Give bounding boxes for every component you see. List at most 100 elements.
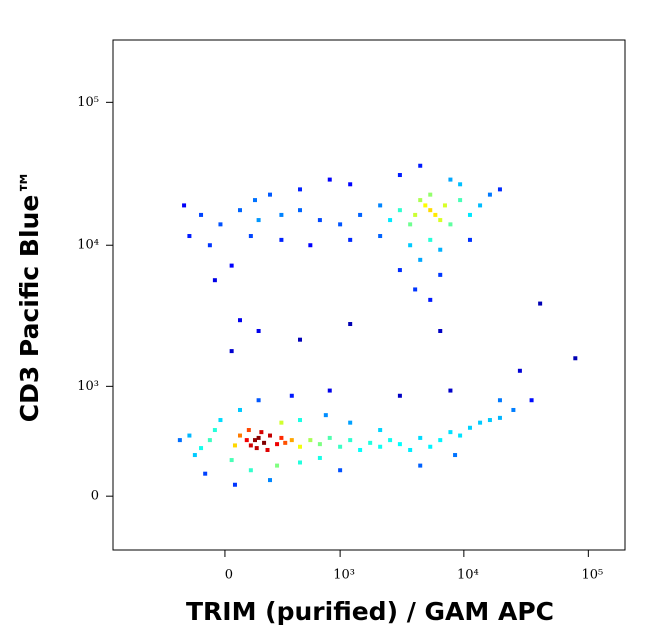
event-dot xyxy=(268,192,273,197)
event-dot xyxy=(327,388,332,393)
x-tick-label: 10³ xyxy=(333,568,355,583)
event-dot xyxy=(229,349,234,354)
event-dot xyxy=(187,433,192,438)
event-dot xyxy=(256,328,261,333)
event-dot xyxy=(232,443,237,448)
event-dot xyxy=(298,418,303,423)
event-dot xyxy=(408,222,413,227)
event-dot xyxy=(467,425,472,430)
event-dot xyxy=(497,187,502,192)
event-dot xyxy=(256,398,261,403)
event-dot xyxy=(218,222,223,227)
event-dot xyxy=(317,218,322,223)
event-dot xyxy=(259,430,264,435)
event-dot xyxy=(448,388,453,393)
event-dot xyxy=(458,433,463,438)
plot-frame xyxy=(112,39,626,551)
event-dot xyxy=(327,177,332,182)
event-dot xyxy=(438,328,443,333)
event-dot xyxy=(298,460,303,465)
event-dot xyxy=(289,393,294,398)
event-dot xyxy=(308,438,313,443)
event-dot xyxy=(229,458,234,463)
event-dot xyxy=(408,243,413,248)
event-dot xyxy=(358,447,363,452)
event-dot xyxy=(237,318,242,323)
event-dot xyxy=(487,192,492,197)
event-dot xyxy=(268,478,273,483)
event-dot xyxy=(298,187,303,192)
y-tick-label: 10⁴ xyxy=(77,238,99,253)
event-dot xyxy=(248,234,253,239)
event-dot xyxy=(348,438,353,443)
x-tick-label: 0 xyxy=(225,568,233,583)
event-dot xyxy=(199,212,204,217)
event-dot xyxy=(256,435,261,440)
event-dot xyxy=(207,438,212,443)
event-dot xyxy=(428,444,433,449)
event-dot xyxy=(237,433,242,438)
event-dot xyxy=(529,398,534,403)
event-dot xyxy=(298,208,303,213)
event-dot xyxy=(317,455,322,460)
event-dot xyxy=(323,413,328,418)
event-dot xyxy=(448,177,453,182)
event-dot xyxy=(458,182,463,187)
event-dot xyxy=(418,198,423,203)
event-dot xyxy=(237,208,242,213)
event-dot xyxy=(413,212,418,217)
event-dot xyxy=(308,243,313,248)
y-axis-title: CD3 Pacific Blue™ xyxy=(15,170,44,423)
event-dot xyxy=(418,257,423,262)
event-dot xyxy=(467,212,472,217)
event-dot xyxy=(423,203,428,208)
event-dot xyxy=(317,442,322,447)
event-dot xyxy=(358,212,363,217)
event-dot xyxy=(397,173,402,178)
event-dot xyxy=(348,420,353,425)
event-dot xyxy=(248,443,253,448)
event-dot xyxy=(413,287,418,292)
event-dot xyxy=(478,203,483,208)
event-dot xyxy=(283,440,288,445)
event-dot xyxy=(378,234,383,239)
event-dot xyxy=(246,428,251,433)
event-dot xyxy=(497,398,502,403)
event-dot xyxy=(218,418,223,423)
event-dot xyxy=(397,268,402,273)
event-dot xyxy=(254,446,259,451)
y-tick-label: 0 xyxy=(91,489,99,504)
event-dot xyxy=(573,356,578,361)
event-dot xyxy=(511,407,516,412)
event-dot xyxy=(428,192,433,197)
event-dot xyxy=(433,212,438,217)
event-dot xyxy=(207,243,212,248)
event-dot xyxy=(517,368,522,373)
event-dot xyxy=(428,237,433,242)
event-dot xyxy=(438,438,443,443)
event-dot xyxy=(252,198,257,203)
event-dot xyxy=(408,447,413,452)
event-dot xyxy=(378,203,383,208)
event-dot xyxy=(442,203,447,208)
event-dot xyxy=(212,278,217,283)
event-dot xyxy=(458,198,463,203)
event-dot xyxy=(397,208,402,213)
event-dot xyxy=(428,297,433,302)
event-dot xyxy=(327,435,332,440)
x-tick-label: 10⁵ xyxy=(581,568,603,583)
event-dot xyxy=(388,438,393,443)
event-dot xyxy=(279,212,284,217)
event-dot xyxy=(192,453,197,458)
x-axis-title: TRIM (purified) / GAM APC xyxy=(186,597,554,626)
event-dot xyxy=(348,237,353,242)
event-dot xyxy=(448,222,453,227)
event-dot xyxy=(397,442,402,447)
event-dot xyxy=(232,482,237,487)
event-dot xyxy=(275,463,280,468)
event-dot xyxy=(268,433,273,438)
event-dot xyxy=(388,218,393,223)
event-dot xyxy=(275,442,280,447)
y-tick-label: 10³ xyxy=(77,379,99,394)
